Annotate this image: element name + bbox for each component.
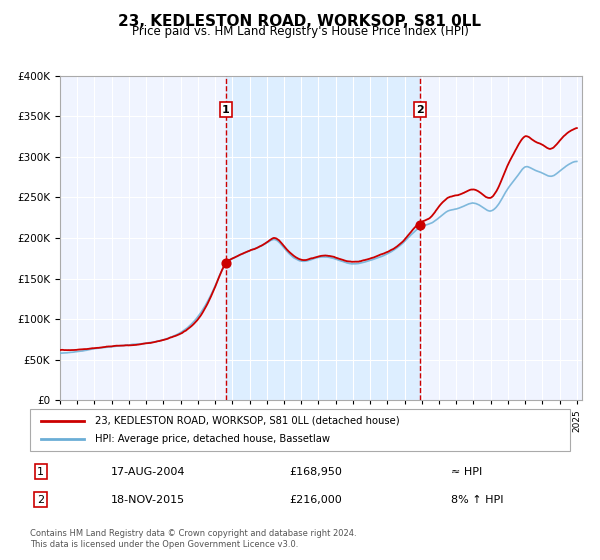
Text: HPI: Average price, detached house, Bassetlaw: HPI: Average price, detached house, Bass…: [95, 434, 330, 444]
Text: 17-AUG-2004: 17-AUG-2004: [111, 466, 185, 477]
Bar: [226, 76, 420, 400]
Text: ≈ HPI: ≈ HPI: [451, 466, 482, 477]
Point: [415, 221, 425, 230]
Text: 18-NOV-2015: 18-NOV-2015: [111, 494, 185, 505]
Text: £216,000: £216,000: [289, 494, 342, 505]
FancyBboxPatch shape: [30, 409, 570, 451]
Point: [221, 259, 231, 268]
Text: This data is licensed under the Open Government Licence v3.0.: This data is licensed under the Open Gov…: [30, 540, 298, 549]
Text: 1: 1: [222, 105, 230, 115]
Text: Contains HM Land Registry data © Crown copyright and database right 2024.: Contains HM Land Registry data © Crown c…: [30, 529, 356, 538]
Text: 23, KEDLESTON ROAD, WORKSOP, S81 0LL (detached house): 23, KEDLESTON ROAD, WORKSOP, S81 0LL (de…: [95, 416, 400, 426]
Text: 8% ↑ HPI: 8% ↑ HPI: [451, 494, 504, 505]
Text: 1: 1: [37, 466, 44, 477]
Text: 23, KEDLESTON ROAD, WORKSOP, S81 0LL: 23, KEDLESTON ROAD, WORKSOP, S81 0LL: [119, 14, 482, 29]
Text: Price paid vs. HM Land Registry's House Price Index (HPI): Price paid vs. HM Land Registry's House …: [131, 25, 469, 38]
Text: 2: 2: [37, 494, 44, 505]
Text: £168,950: £168,950: [289, 466, 342, 477]
Text: 2: 2: [416, 105, 424, 115]
